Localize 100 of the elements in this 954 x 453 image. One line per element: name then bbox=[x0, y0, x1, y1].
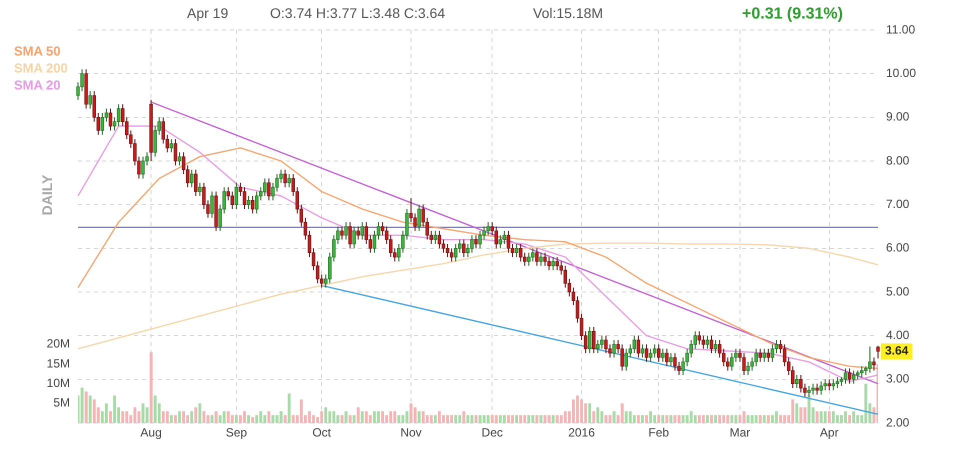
bar bbox=[381, 411, 384, 423]
bar bbox=[239, 415, 242, 423]
text: SMA 200 bbox=[14, 60, 68, 76]
bar bbox=[750, 415, 754, 423]
bar bbox=[426, 415, 429, 423]
bar bbox=[657, 415, 660, 423]
text: O:3.74 H:3.77 L:3.48 C:3.64 bbox=[270, 4, 446, 21]
y2-tick-label: 20M bbox=[46, 336, 70, 351]
bar bbox=[328, 411, 332, 423]
bar bbox=[442, 415, 445, 423]
bar bbox=[632, 415, 636, 423]
bar bbox=[276, 415, 278, 423]
annotation: 3.64 bbox=[885, 344, 909, 358]
bar bbox=[352, 415, 356, 423]
bar bbox=[552, 415, 555, 423]
bar bbox=[478, 415, 482, 423]
bar bbox=[214, 411, 218, 423]
bar bbox=[816, 411, 819, 423]
bar bbox=[498, 415, 502, 423]
bar bbox=[824, 411, 827, 423]
bar bbox=[340, 415, 344, 423]
bar bbox=[694, 415, 697, 423]
bar bbox=[360, 411, 364, 423]
bar bbox=[280, 411, 282, 423]
text: Apr 19 bbox=[187, 4, 228, 21]
bar bbox=[182, 411, 186, 423]
y-tick-label: 10.00 bbox=[886, 66, 916, 80]
bar bbox=[698, 415, 701, 423]
x-tick-label: Mar bbox=[730, 426, 750, 440]
bar bbox=[856, 415, 860, 423]
bar bbox=[377, 411, 380, 423]
bar bbox=[628, 411, 632, 423]
x-tick-label: 2016 bbox=[568, 426, 596, 440]
bar bbox=[105, 403, 108, 423]
bar bbox=[133, 407, 136, 423]
bar bbox=[137, 411, 140, 423]
bar bbox=[775, 411, 778, 423]
bar bbox=[470, 415, 474, 423]
bar bbox=[531, 415, 534, 423]
bar bbox=[803, 407, 806, 423]
bar bbox=[848, 415, 851, 423]
bar bbox=[454, 415, 458, 423]
bar bbox=[336, 415, 340, 423]
bar bbox=[247, 415, 250, 423]
bar bbox=[519, 415, 522, 423]
text: SMA 50 bbox=[14, 44, 60, 59]
bar bbox=[620, 403, 624, 423]
bar bbox=[742, 411, 746, 423]
bar bbox=[438, 411, 441, 423]
bar bbox=[779, 415, 782, 423]
bar bbox=[222, 411, 226, 423]
bar bbox=[348, 415, 352, 423]
bar bbox=[762, 415, 766, 423]
bar bbox=[592, 411, 596, 423]
bar bbox=[80, 388, 84, 423]
x-tick-label: Nov bbox=[400, 426, 422, 440]
bar bbox=[474, 415, 478, 423]
bar bbox=[682, 415, 684, 423]
bar bbox=[836, 415, 839, 423]
x-tick-label: Feb bbox=[648, 426, 670, 440]
bar bbox=[507, 415, 510, 423]
bar bbox=[312, 415, 315, 423]
bar bbox=[706, 415, 709, 423]
bar bbox=[584, 403, 588, 423]
bar bbox=[178, 411, 181, 423]
y-tick-label: 8.00 bbox=[886, 153, 910, 168]
bar bbox=[576, 395, 579, 423]
bar bbox=[308, 411, 311, 423]
bar bbox=[202, 411, 206, 423]
bar bbox=[686, 415, 689, 423]
bar bbox=[174, 415, 177, 423]
bar bbox=[649, 411, 652, 423]
bar bbox=[832, 411, 835, 423]
bar bbox=[661, 415, 664, 423]
bar bbox=[226, 411, 230, 423]
bar bbox=[125, 411, 128, 423]
bar bbox=[799, 407, 802, 423]
bar bbox=[690, 411, 693, 423]
bar bbox=[373, 411, 376, 423]
bar bbox=[418, 411, 421, 423]
bar bbox=[332, 411, 336, 423]
bar bbox=[669, 415, 672, 423]
bar bbox=[730, 415, 734, 423]
bar bbox=[544, 415, 546, 423]
bar bbox=[636, 415, 640, 423]
bar bbox=[170, 415, 173, 423]
bar bbox=[844, 411, 847, 423]
bar bbox=[722, 415, 726, 423]
bar bbox=[820, 411, 823, 423]
bar bbox=[288, 394, 291, 423]
bar bbox=[738, 415, 742, 423]
bar bbox=[600, 411, 604, 423]
bar bbox=[385, 415, 388, 423]
bar bbox=[186, 415, 190, 423]
bar bbox=[535, 415, 538, 423]
bar bbox=[770, 415, 774, 423]
bar bbox=[548, 415, 550, 423]
bar bbox=[234, 415, 238, 423]
x-tick-label: Sep bbox=[226, 426, 248, 440]
bar bbox=[783, 415, 786, 423]
